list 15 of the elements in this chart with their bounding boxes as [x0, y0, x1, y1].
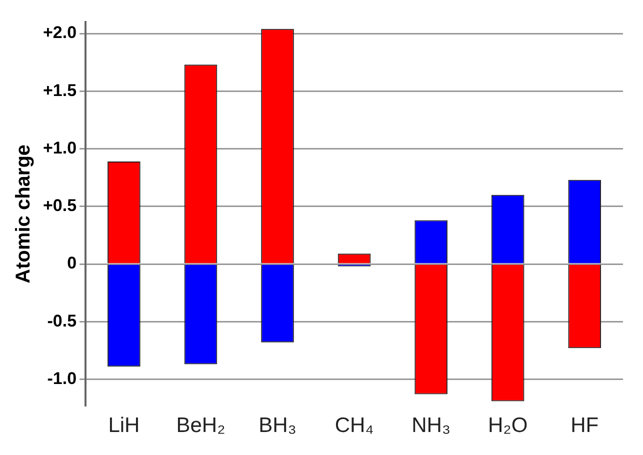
y-tick-label: +2.0	[43, 23, 77, 42]
y-tick-label: +1.0	[43, 138, 77, 158]
x-tick-label: H₂O	[488, 414, 528, 438]
y-axis-title: Atomic charge	[12, 144, 35, 284]
y-tick-label: 0	[67, 254, 77, 273]
x-tick-label: HF	[570, 414, 599, 438]
x-tick-label: CH₄	[334, 414, 374, 438]
x-tick-label: NH₃	[412, 414, 450, 438]
y-tick-label: +0.5	[43, 196, 77, 216]
y-tick-label: -1.0	[47, 368, 77, 388]
y-tick-label: -0.5	[47, 311, 77, 330]
x-tick-label: BeH₂	[176, 414, 226, 438]
y-tick-label: +1.5	[43, 80, 77, 100]
x-tick-label: LiH	[108, 414, 140, 438]
x-tick-label: BH₃	[258, 414, 296, 438]
